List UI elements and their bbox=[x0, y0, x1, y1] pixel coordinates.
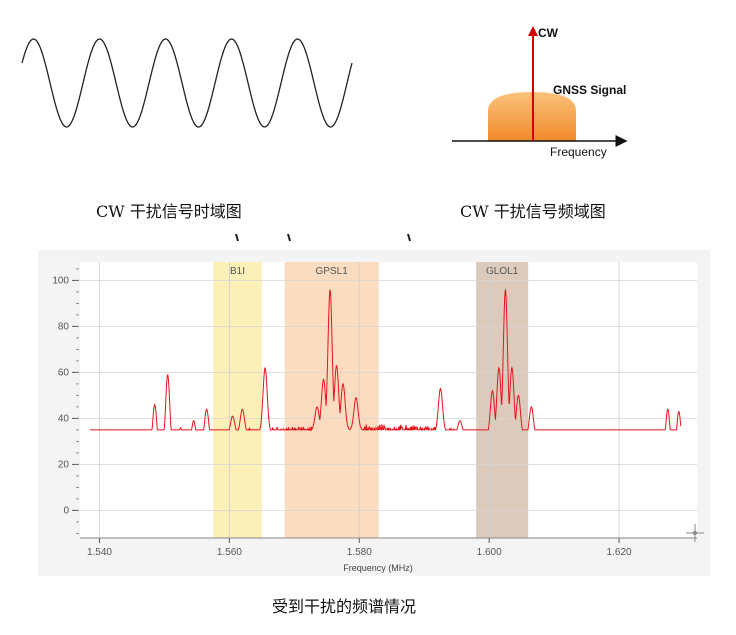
spectrum-chart: B1I GPSL1 GLOL1 100 80 60 40 20 0 1.540 1.560 1.5… bbox=[38, 250, 710, 576]
spectrum-series-line bbox=[89, 288, 682, 432]
cw-label: CW bbox=[538, 26, 559, 40]
x-tick-label: 1.620 bbox=[607, 547, 632, 558]
y-tick-label: 60 bbox=[58, 367, 70, 378]
gnss-signal-label: GNSS Signal bbox=[553, 83, 626, 97]
time-domain-wave bbox=[21, 38, 353, 128]
y-tick-label: 40 bbox=[58, 413, 70, 424]
plot-background bbox=[80, 262, 697, 538]
band-label-b1i: B1I bbox=[230, 266, 245, 277]
band-label-gpsl1: GPSL1 bbox=[316, 266, 349, 277]
frequency-domain-caption: CW 干扰信号频域图 bbox=[460, 202, 606, 221]
separator-marks bbox=[235, 233, 411, 242]
y-tick-label: 0 bbox=[63, 505, 69, 516]
spectrum-caption: 受到干扰的频谱情况 bbox=[272, 597, 417, 616]
x-tick-label: 1.540 bbox=[87, 547, 112, 558]
y-tick-label: 20 bbox=[58, 459, 70, 470]
y-tick-label: 100 bbox=[52, 275, 69, 286]
x-axis-label: Frequency (MHz) bbox=[343, 563, 413, 573]
y-tick-label: 80 bbox=[58, 321, 70, 332]
zoom-control-icon[interactable] bbox=[686, 524, 704, 542]
time-domain-caption: CW 干扰信号时域图 bbox=[96, 202, 242, 221]
band-b1i bbox=[213, 262, 262, 538]
frequency-label: Frequency bbox=[550, 145, 607, 159]
frequency-domain-diagram: CW GNSS Signal Frequency bbox=[452, 26, 628, 159]
x-tick-label: 1.580 bbox=[347, 547, 372, 558]
x-tick-label: 1.600 bbox=[477, 547, 502, 558]
x-tick-label: 1.560 bbox=[217, 547, 242, 558]
sine-wave-line bbox=[21, 38, 353, 128]
band-gpsl1 bbox=[284, 262, 379, 538]
band-label-glol1: GLOL1 bbox=[486, 266, 519, 277]
cw-arrowhead bbox=[528, 26, 538, 36]
